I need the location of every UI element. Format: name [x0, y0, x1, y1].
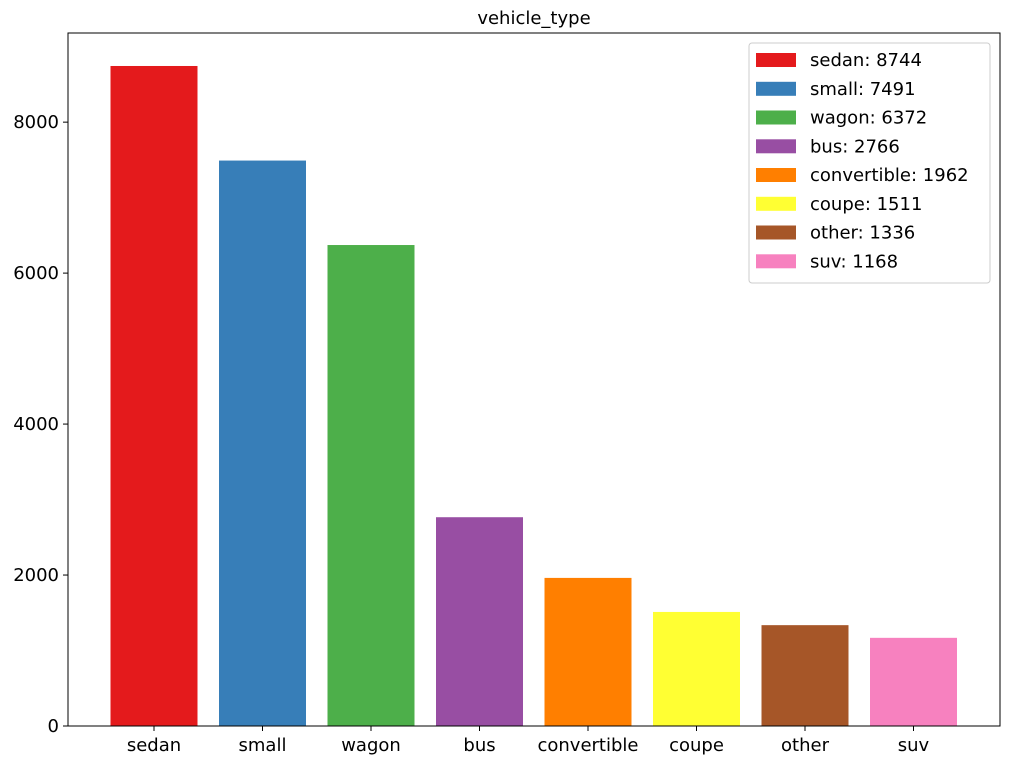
y-tick-label: 4000 [13, 414, 59, 435]
legend-label: other: 1336 [810, 223, 915, 244]
bar-other [761, 625, 849, 726]
legend-label: suv: 1168 [810, 251, 898, 272]
legend-swatch-convertible [756, 168, 796, 182]
chart-title: vehicle_type [477, 8, 590, 29]
x-tick-label: convertible [537, 735, 638, 756]
legend-swatch-coupe [756, 196, 796, 211]
y-tick-label: 6000 [13, 263, 59, 284]
bars-layer [110, 65, 957, 727]
bar-suv [870, 637, 957, 726]
bar-small [219, 160, 306, 726]
x-axis-ticks: sedan small wagon bus convertible coupe other s… [127, 726, 930, 756]
bar-sedan [110, 65, 198, 727]
x-tick-label: bus [463, 735, 495, 756]
legend-label: wagon: 6372 [810, 108, 927, 129]
y-axis-ticks: 0 2000 4000 6000 8000 [13, 112, 68, 737]
legend-swatch-suv [756, 254, 796, 269]
y-tick-label: 8000 [13, 112, 59, 133]
x-tick-label: sedan [127, 735, 181, 756]
x-tick-label: wagon [341, 735, 401, 756]
legend-label: convertible: 1962 [810, 165, 969, 186]
x-tick-label: other [781, 735, 830, 756]
bar-bus [436, 517, 523, 726]
legend-label: bus: 2766 [810, 136, 900, 157]
legend-label: sedan: 8744 [810, 50, 922, 71]
bar-wagon [327, 245, 415, 726]
legend-box [748, 42, 991, 284]
legend-swatch-other [756, 225, 796, 240]
x-tick-label: coupe [669, 735, 724, 756]
bar-coupe [653, 611, 740, 726]
y-tick-label: 2000 [13, 565, 59, 586]
legend-label: small: 7491 [810, 79, 916, 100]
bar-convertible [544, 577, 632, 726]
legend-swatch-bus [756, 139, 796, 154]
legend-swatch-wagon [756, 110, 796, 125]
legend-label: coupe: 1511 [810, 194, 922, 215]
x-tick-label: suv [898, 735, 930, 756]
axes-frame [67, 32, 1001, 727]
legend: sedan: 8744 small: 7491 wagon: 6372 bus: 27… [748, 42, 991, 284]
legend-swatch-small [756, 81, 796, 96]
x-tick-label: small [239, 735, 287, 756]
y-tick-label: 0 [48, 716, 59, 737]
legend-swatch-sedan [756, 53, 796, 67]
